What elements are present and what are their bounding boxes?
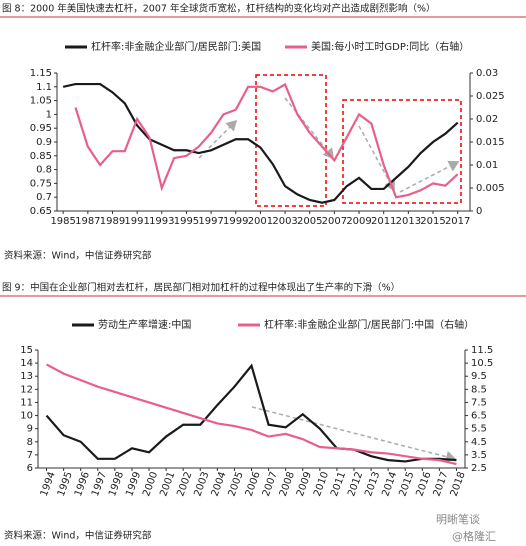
y2-tick-label: 5.5 xyxy=(471,424,487,435)
x-tick-label: 2017 xyxy=(445,216,470,227)
highlight-box xyxy=(342,99,462,204)
y-tick-label: 15 xyxy=(20,345,33,356)
x-tick-label: 2018 xyxy=(449,470,468,498)
y2-tick-label: 0 xyxy=(476,206,482,217)
y-tick-label: 14 xyxy=(20,358,33,369)
y-tick-label: 0.8 xyxy=(36,165,52,176)
y-tick-label: 13 xyxy=(20,371,33,382)
y-tick-label: 6 xyxy=(27,463,33,474)
series-line xyxy=(62,82,459,204)
y2-tick-label: 6.5 xyxy=(471,411,487,422)
y-tick-label: 11 xyxy=(20,397,33,408)
x-tick-label: 2009 xyxy=(346,216,371,227)
series-line xyxy=(74,82,459,199)
x-tick-label: 1991 xyxy=(124,216,149,227)
y-tick-label: 1.15 xyxy=(30,68,52,79)
y2-tick-label: 0.01 xyxy=(476,160,498,171)
x-tick-label: 2011 xyxy=(371,216,396,227)
x-tick-label: 1985 xyxy=(50,216,75,227)
y-tick-label: 8 xyxy=(27,437,33,448)
x-tick-label: 2005 xyxy=(297,216,322,227)
y2-tick-label: 2.5 xyxy=(471,463,487,474)
y-tick-label: 0.85 xyxy=(30,151,52,162)
watermark: 明晰笔谈 xyxy=(436,512,480,526)
y-tick-label: 0.75 xyxy=(30,178,52,189)
legend-label: 杠杆率:非金融企业部门/居民部门:美国 xyxy=(91,40,261,53)
y-tick-label: 0.9 xyxy=(36,137,52,148)
y2-tick-label: 0.03 xyxy=(476,68,498,79)
x-tick-label: 1987 xyxy=(75,216,100,227)
x-tick-label: 2003 xyxy=(272,216,297,227)
highlight-box xyxy=(255,74,327,207)
y-tick-label: 0.7 xyxy=(36,192,52,203)
series-line xyxy=(45,363,457,463)
legend-label: 劳动生产率增速:中国 xyxy=(98,318,191,331)
figure-caption: 图 8：2000 年美国快速去杠杆，2007 年全球货币宽松，杠杆结构的变化均对… xyxy=(2,3,436,15)
series-line xyxy=(46,363,457,466)
y2-tick-label: 11.5 xyxy=(471,345,493,356)
y2-tick-label: 3.5 xyxy=(471,450,487,461)
source-note: 资料来源：Wind，中信证券研究部 xyxy=(4,250,151,262)
trend-arrows xyxy=(198,97,460,463)
x-tick-label: 1997 xyxy=(198,216,223,227)
y2-tick-label: 9.5 xyxy=(471,371,487,382)
x-tick-label: 1999 xyxy=(223,216,248,227)
x-tick-label: 2001 xyxy=(248,216,273,227)
x-tick-label: 1989 xyxy=(100,216,125,227)
y2-tick-label: 4.5 xyxy=(471,437,487,448)
figure-caption: 图 9：中国在企业部门相对去杠杆，居民部门相对加杠杆的过程中体现出了生产率的下滑… xyxy=(2,282,400,294)
y-tick-label: 1.05 xyxy=(30,96,52,107)
watermark: @格隆汇 xyxy=(452,529,496,543)
y-tick-label: 12 xyxy=(20,384,33,395)
y2-tick-label: 10.5 xyxy=(471,358,493,369)
x-tick-label: 2007 xyxy=(322,216,347,227)
y2-tick-label: 7.5 xyxy=(471,397,487,408)
y2-tick-label: 8.5 xyxy=(471,384,487,395)
legend-label: 杠杆率:非金融企业部门/居民部门:中国（右轴） xyxy=(264,318,474,331)
y2-tick-label: 0.015 xyxy=(476,137,505,148)
y-tick-label: 9 xyxy=(27,424,33,435)
x-tick-label: 2015 xyxy=(420,216,445,227)
y-tick-label: 0.65 xyxy=(30,206,52,217)
y-tick-label: 1 xyxy=(46,109,52,120)
x-tick-label: 1993 xyxy=(149,216,174,227)
legend-label: 美国:每小时工时GDP:同比（右轴） xyxy=(311,40,469,53)
x-tick-label: 2013 xyxy=(396,216,421,227)
y2-tick-label: 0.025 xyxy=(476,91,505,102)
y-tick-label: 1.1 xyxy=(36,82,52,93)
y-tick-label: 0.95 xyxy=(30,123,52,134)
x-tick-label: 1995 xyxy=(174,216,199,227)
source-note: 资料来源：Wind，中信证券研究部 xyxy=(4,530,151,542)
y2-tick-label: 0.02 xyxy=(476,114,498,125)
y2-tick-label: 0.005 xyxy=(476,183,505,194)
y-tick-label: 10 xyxy=(20,411,33,422)
y-tick-label: 7 xyxy=(27,450,33,461)
